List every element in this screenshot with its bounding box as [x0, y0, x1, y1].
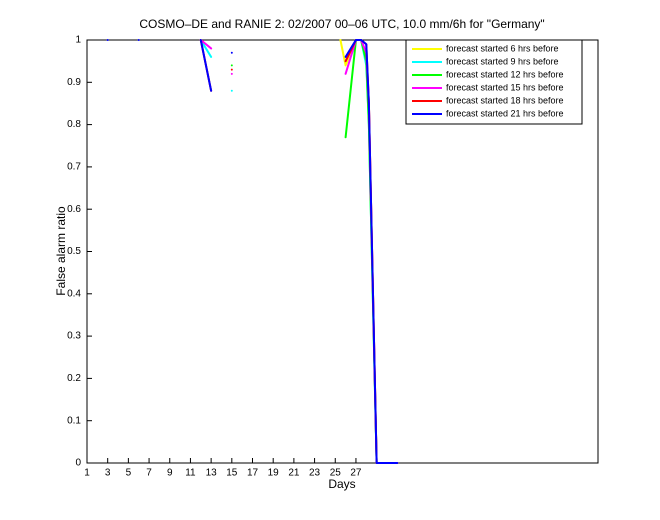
y-tick-label: 0 — [75, 458, 81, 469]
legend-label: forecast started 9 hrs before — [446, 56, 559, 66]
x-tick-label: 7 — [146, 468, 152, 479]
x-tick-label: 3 — [105, 468, 111, 479]
x-tick-label: 27 — [350, 468, 362, 479]
x-tick-label: 5 — [126, 468, 132, 479]
x-tick-label: 21 — [288, 468, 300, 479]
legend-label: forecast started 12 hrs before — [446, 69, 564, 79]
x-tick-label: 1 — [84, 468, 90, 479]
legend-label: forecast started 15 hrs before — [446, 82, 564, 92]
y-tick-label: 0.7 — [67, 162, 81, 173]
y-tick-label: 0.4 — [67, 288, 81, 299]
x-tick-label: 23 — [309, 468, 321, 479]
x-tick-label: 9 — [167, 468, 173, 479]
y-axis-label: False alarm ratio — [54, 206, 68, 296]
y-tick-label: 0.6 — [67, 204, 81, 215]
y-tick-label: 0.2 — [67, 373, 81, 384]
x-tick-label: 25 — [330, 468, 342, 479]
legend-label: forecast started 21 hrs before — [446, 108, 564, 118]
x-tick-label: 17 — [247, 468, 259, 479]
y-tick-label: 0.1 — [67, 415, 81, 426]
legend-box — [405, 39, 583, 125]
x-tick-label: 15 — [226, 468, 238, 479]
y-tick-label: 1 — [75, 35, 81, 46]
y-tick-label: 0.5 — [67, 246, 81, 257]
x-tick-label: 19 — [268, 468, 280, 479]
y-tick-label: 0.3 — [67, 331, 81, 342]
legend-label: forecast started 18 hrs before — [446, 95, 564, 105]
y-tick-label: 0.8 — [67, 119, 81, 130]
x-axis-label: Days — [328, 477, 355, 491]
y-tick-label: 0.9 — [67, 77, 81, 88]
chart-title: COSMO–DE and RANIE 2: 02/2007 00–06 UTC,… — [139, 17, 544, 31]
data-line — [106, 39, 399, 464]
x-tick-label: 11 — [185, 468, 196, 479]
x-tick-label: 13 — [206, 468, 218, 479]
legend-label: forecast started 6 hrs before — [446, 43, 559, 53]
